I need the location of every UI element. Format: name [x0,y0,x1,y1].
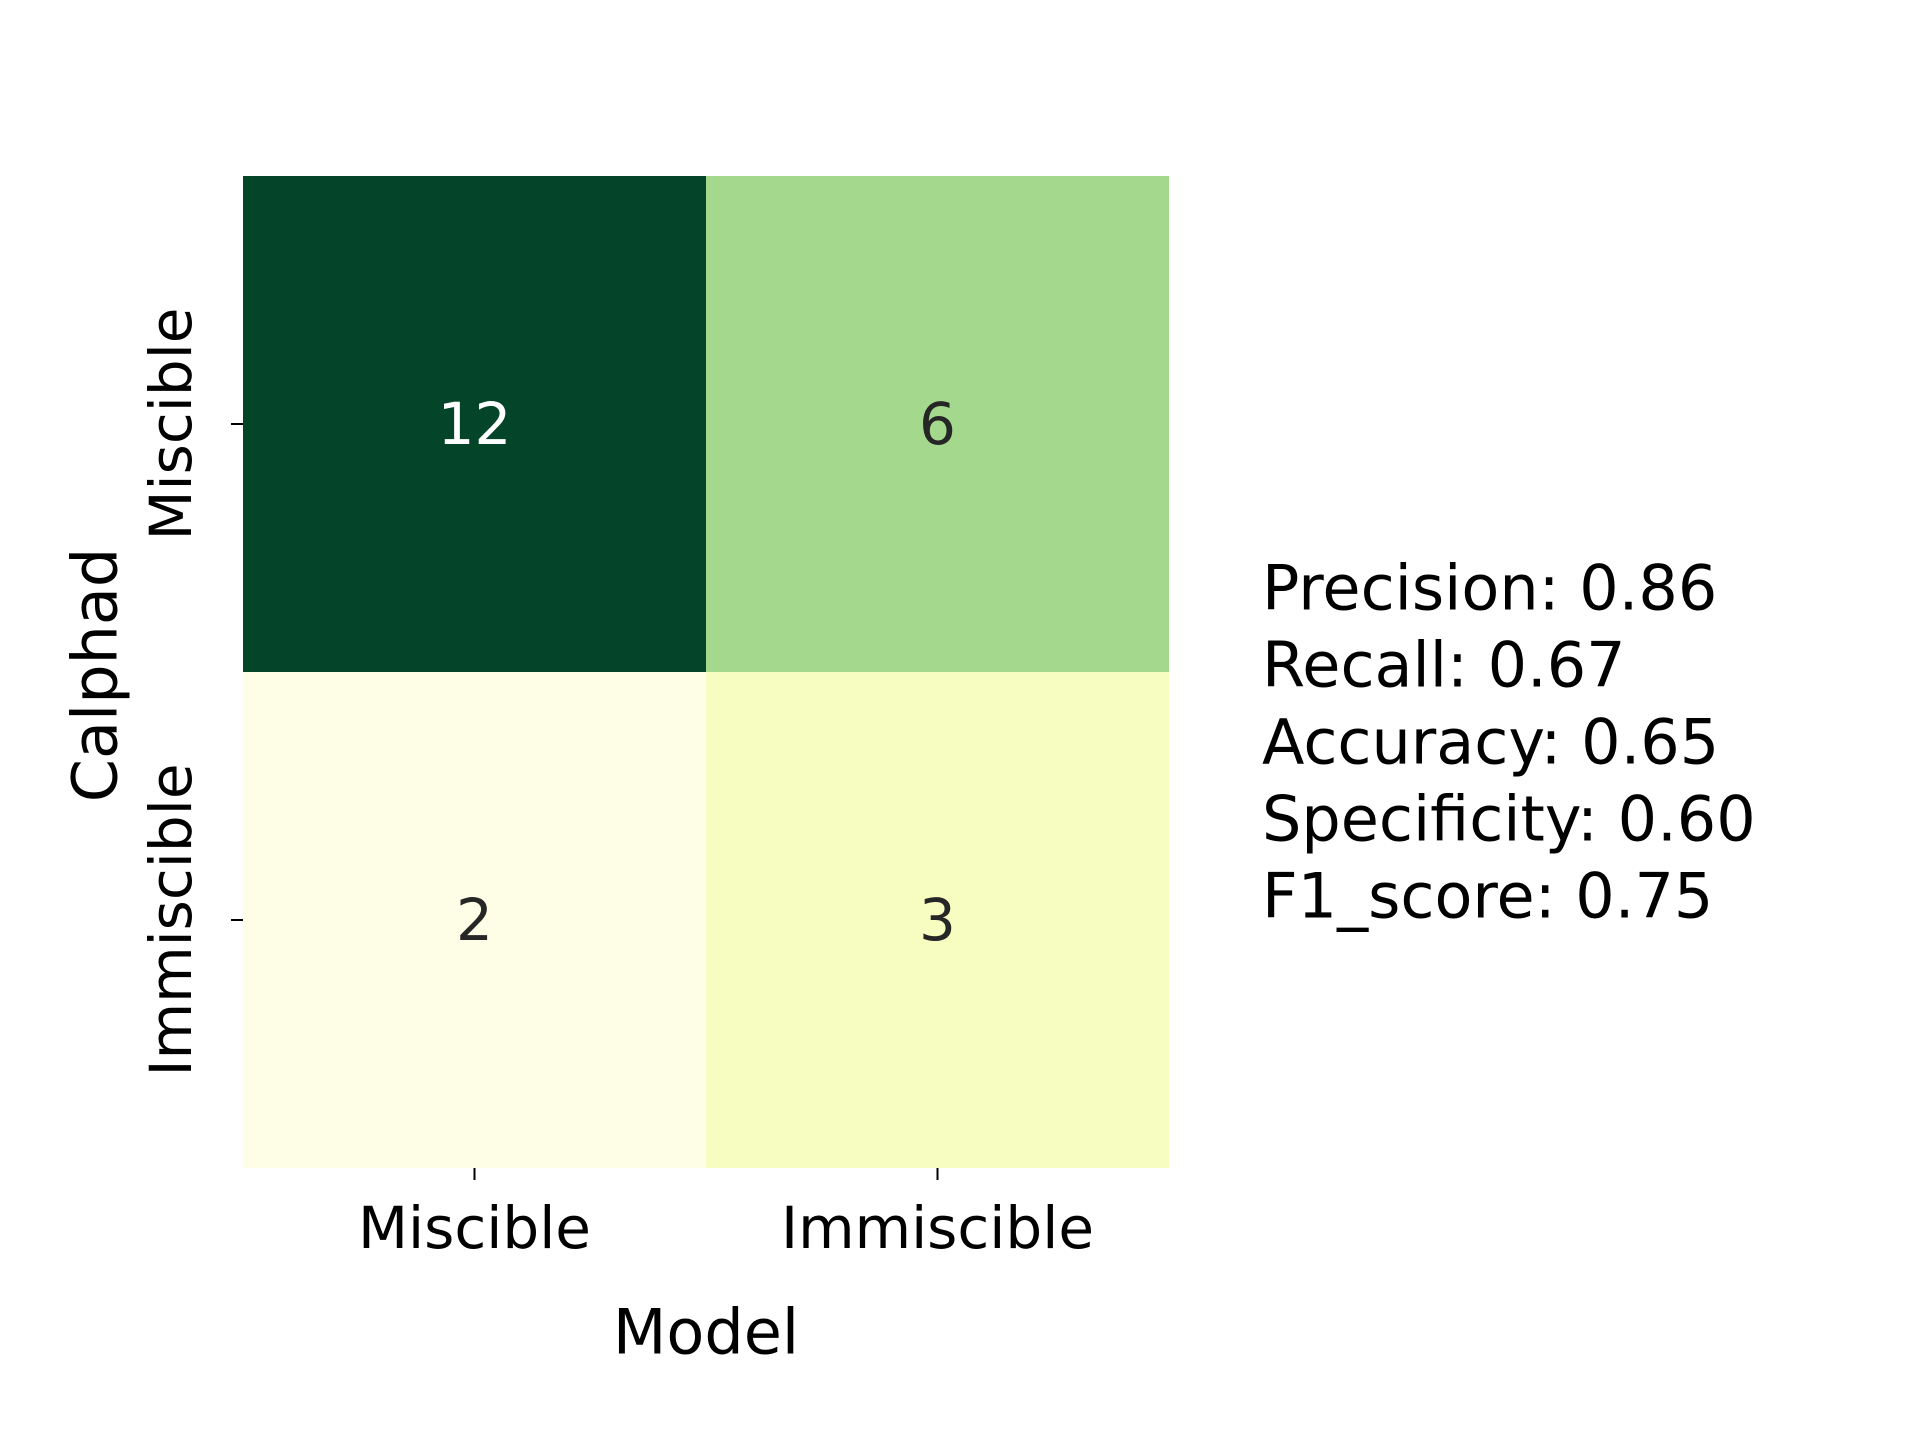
x-tick-label-0: Miscible [358,1194,591,1262]
y-axis-title: Calphad [59,548,132,803]
x-axis-title: Model [613,1296,799,1369]
metric-specificity: Specificity: 0.60 [1262,783,1756,856]
y-tick-label-0: Miscible [137,308,205,541]
heatmap-cell-r0-c1 [706,176,1169,672]
cell-value-r1-c1: 3 [919,886,956,954]
axis-ticks: Miscible Immiscible Miscible Immiscible [137,308,1094,1263]
heatmap-annotations: 12 6 2 3 [438,390,956,954]
metric-recall: Recall: 0.67 [1262,629,1626,702]
cell-value-r0-c1: 6 [919,390,956,458]
x-tick-label-1: Immiscible [781,1194,1094,1262]
heatmap-cell-r1-c0 [243,672,706,1168]
heatmap-cell-r0-c0 [243,176,706,672]
cell-value-r0-c0: 12 [438,390,512,458]
metric-accuracy: Accuracy: 0.65 [1262,706,1719,779]
metric-precision: Precision: 0.86 [1262,552,1717,625]
heatmap-cell-r1-c1 [706,672,1169,1168]
heatmap-cells [243,176,1169,1168]
cell-value-r1-c0: 2 [456,886,493,954]
y-tick-label-1: Immiscible [137,763,205,1076]
metric-f1-score: F1_score: 0.75 [1262,860,1713,933]
